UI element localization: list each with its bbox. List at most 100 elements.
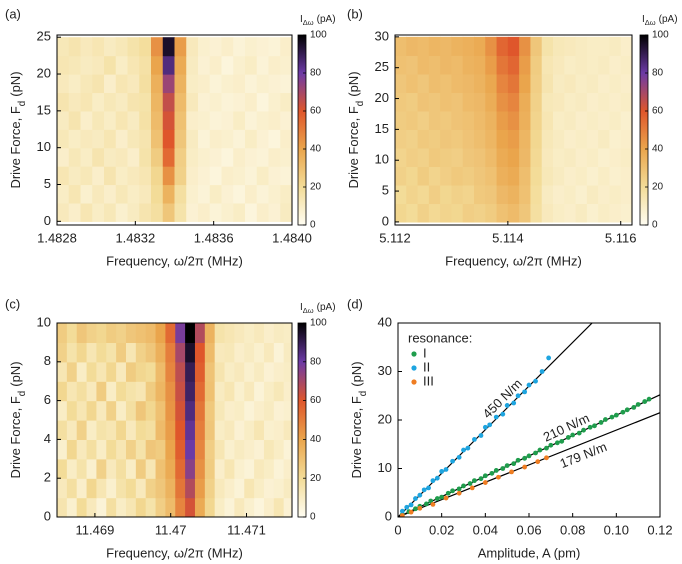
heatmap-cell — [283, 458, 292, 479]
heatmap-cell — [174, 184, 187, 204]
heatmap-cell — [125, 478, 137, 499]
heatmap-cell — [139, 166, 152, 186]
colorbar-tick-label: 60 — [310, 395, 322, 406]
data-point — [539, 369, 545, 374]
heatmap-cell — [214, 478, 226, 499]
heatmap-cell — [598, 184, 611, 205]
heatmap-cell — [462, 36, 475, 56]
panel-label: (c) — [5, 296, 20, 311]
data-point — [423, 501, 429, 507]
y-tick-label: 10 — [378, 460, 392, 475]
heatmap-cell — [106, 478, 117, 499]
heatmap-cell — [66, 323, 78, 343]
heatmap-cell — [268, 92, 281, 112]
heatmap-cell — [151, 55, 164, 75]
heatmap-cell — [135, 342, 147, 363]
heatmap-cell — [68, 202, 82, 222]
heatmap-cell — [263, 478, 275, 499]
legend-title: resonance: — [408, 330, 472, 345]
heatmap-cell — [609, 203, 622, 223]
heatmap-cell — [273, 458, 285, 479]
heatmap-cell — [194, 497, 206, 517]
data-point — [450, 488, 455, 494]
heatmap-cell — [145, 439, 157, 460]
heatmap-cell — [283, 439, 292, 460]
heatmap-cell — [115, 92, 129, 112]
heatmap-cell — [268, 147, 281, 167]
colorbar-tick-label: 20 — [310, 182, 322, 193]
y-axis-label: Drive Force, Fd (pN) — [8, 71, 28, 188]
heatmap-cell — [57, 184, 70, 204]
heatmap-cell — [175, 439, 186, 460]
heatmap-cell — [283, 420, 292, 440]
data-point — [434, 475, 440, 481]
data-point — [642, 399, 648, 404]
data-point — [456, 490, 462, 496]
plot-frame — [397, 322, 661, 518]
heatmap-cell — [233, 92, 246, 112]
heatmap-cell — [96, 420, 107, 440]
heatmap-cell — [280, 110, 292, 130]
data-point — [413, 496, 418, 501]
heatmap-cell — [507, 55, 520, 75]
heatmap-cell — [186, 202, 199, 222]
y-axis-label: Drive Force, Fd (pN) — [349, 361, 369, 478]
heatmap-cell — [609, 110, 622, 130]
heatmap-cell — [234, 361, 245, 382]
heatmap-cell — [66, 342, 78, 363]
heatmap-cell — [57, 497, 68, 517]
heatmap-cell — [485, 129, 498, 149]
y-tick-label: 0 — [44, 213, 51, 228]
heatmap-cell — [116, 497, 127, 517]
heatmap-cell — [155, 497, 167, 517]
heatmap-cell — [204, 381, 216, 402]
heatmap-cell — [198, 184, 211, 204]
heatmap-cell — [214, 323, 226, 343]
heatmap-cell — [245, 37, 258, 57]
heatmap-cell — [104, 37, 117, 57]
heatmap-cell — [553, 55, 565, 75]
heatmap-cell — [66, 478, 78, 499]
heatmap-cell — [263, 400, 275, 421]
heatmap-cell — [68, 129, 82, 149]
heatmap-cell — [185, 420, 196, 440]
x-tick-label: 5.112 — [379, 230, 411, 245]
heatmap-cell — [519, 110, 532, 130]
heatmap-cell — [194, 323, 206, 343]
data-point — [598, 420, 604, 425]
heatmap-cell — [519, 166, 532, 186]
heatmap-cell — [104, 74, 117, 94]
data-point — [554, 440, 560, 446]
heatmap-cell — [139, 74, 152, 94]
heatmap-cell — [530, 55, 543, 75]
heatmap-cell — [116, 458, 127, 479]
heatmap-cell — [263, 420, 275, 440]
data-point — [544, 445, 549, 451]
heatmap-cell — [507, 73, 520, 93]
heatmap-cell — [116, 323, 127, 343]
data-point — [489, 470, 495, 476]
heatmap-cell — [474, 147, 486, 167]
colorbar-tick-label: 40 — [310, 434, 322, 445]
y-axis-label-unit: (pN) — [8, 71, 23, 96]
heatmap-cell — [221, 202, 234, 222]
legend-marker — [411, 351, 417, 357]
heatmap-cell — [553, 110, 565, 130]
heatmap-cell — [428, 147, 441, 167]
heatmap-cell — [440, 36, 453, 56]
heatmap-cell — [485, 110, 498, 130]
heatmap-cell — [151, 110, 164, 130]
heatmap-cell — [406, 129, 419, 149]
heatmap-cell — [155, 381, 167, 402]
heatmap-cell — [428, 166, 441, 186]
heatmap-cell — [564, 55, 577, 75]
heatmap-cell — [474, 110, 486, 130]
colorbar — [297, 34, 307, 226]
heatmap-cell — [198, 74, 211, 94]
heatmap-cell — [174, 37, 187, 57]
heatmap-cell — [620, 184, 632, 205]
heatmap-cell — [116, 381, 127, 402]
heatmap-cell — [204, 458, 216, 479]
heatmap-cell — [135, 439, 147, 460]
heatmap-cell — [268, 74, 281, 94]
